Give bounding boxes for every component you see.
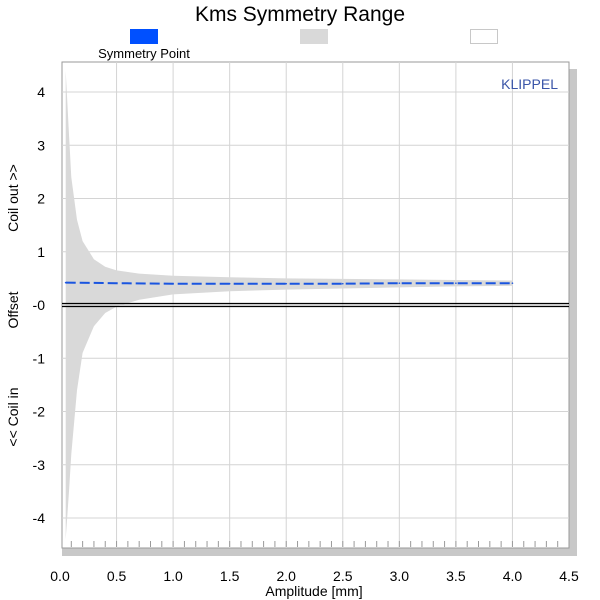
y-tick-label-8: -4 [33,510,46,526]
x-tick-label-2: 1.0 [163,568,183,584]
grid [62,62,569,548]
y-tick-label-3: 1 [37,244,45,260]
data-point-6 [398,282,401,284]
legend: Symmetry Point [98,29,498,61]
x-tick-label-9: 4.5 [559,568,579,584]
legend-swatch-empty [470,29,498,44]
x-tick-labels: 0.0 0.5 1.0 1.5 2.0 2.5 3.0 3.5 4.0 4.5 [50,568,579,584]
y-axis-label-offset: Offset [5,291,21,328]
x-tick-label-0: 0.0 [50,568,70,584]
data-point-3 [228,282,231,285]
plot-shadow-right [569,69,577,556]
y-axis-label-coil-out: Coil out >> [5,164,21,232]
x-tick-label-8: 4.0 [503,568,523,584]
series-line-symmetry-point [65,281,513,285]
minor-ticks [70,541,559,547]
x-axis-label: Amplitude [mm] [265,583,362,599]
x-tick-label-4: 2.0 [276,568,296,584]
y-tick-label-4: -0 [33,297,46,313]
legend-swatch-range [300,29,328,44]
chart-title: Kms Symmetry Range [195,3,405,26]
plot-shadow-bottom [62,548,577,556]
y-tick-labels: 4 3 2 1 -0 -1 -2 -3 -4 [33,84,46,526]
data-point-4 [285,282,288,285]
brand-label: KLIPPEL [501,76,558,92]
data-point-5 [341,282,344,285]
y-tick-label-0: 4 [37,84,45,100]
y-axis-label-coil-in: << Coil in [5,387,21,446]
x-tick-label-6: 3.0 [390,568,410,584]
data-point-2 [172,282,174,285]
y-tick-label-5: -1 [33,350,46,366]
x-tick-label-1: 0.5 [107,568,127,584]
x-tick-label-5: 2.5 [333,568,353,584]
series-layer [64,281,514,285]
y-axis-label: << Coil in Offset Coil out >> [5,164,21,446]
y-tick-label-2: 2 [37,191,45,207]
legend-label-symmetry: Symmetry Point [98,46,190,61]
y-tick-label-6: -2 [33,404,46,420]
x-tick-label-7: 3.5 [446,568,466,584]
data-point-7 [455,282,457,284]
y-tick-label-1: 3 [37,137,45,153]
data-point-8 [511,282,514,284]
data-point-0 [64,281,67,284]
axis-lines [62,302,569,308]
legend-swatch-symmetry [130,29,158,44]
y-tick-label-7: -3 [33,457,46,473]
data-point-1 [115,282,118,284]
x-tick-label-3: 1.5 [220,568,240,584]
